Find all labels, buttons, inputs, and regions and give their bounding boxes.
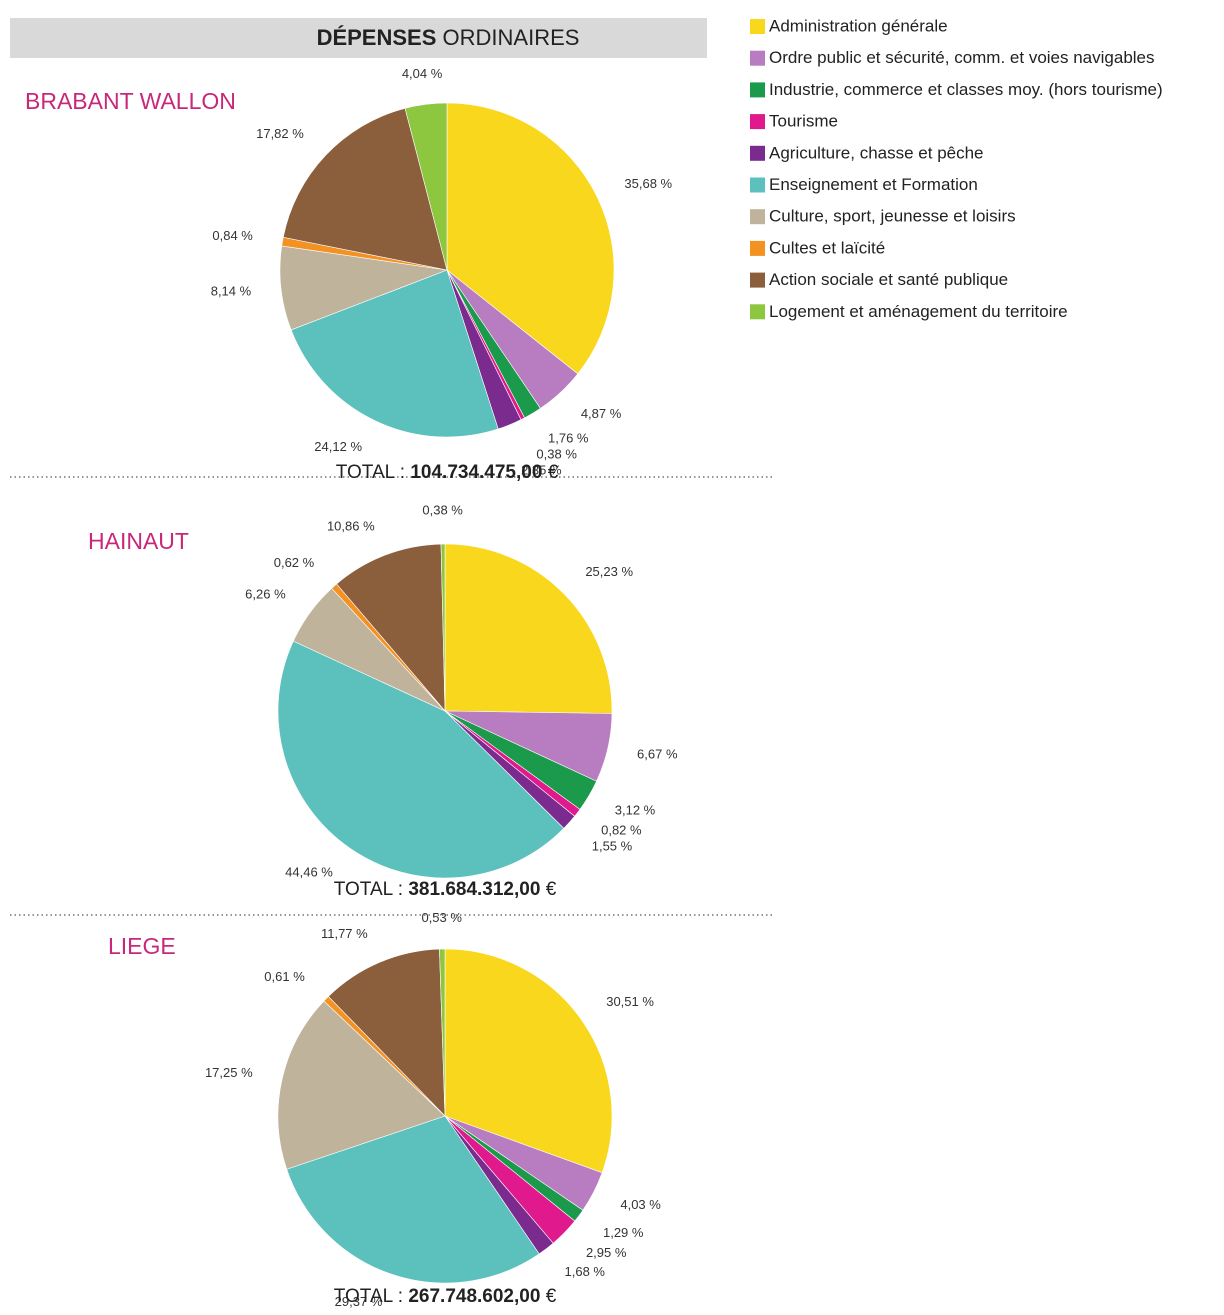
pie-slice [439,948,446,1117]
value-label: 0,53 % [421,910,462,925]
total-label: TOTAL : [334,1286,403,1307]
total-label: TOTAL : [334,879,403,900]
value-label: 0,38 % [536,447,577,462]
header-bar [10,18,707,58]
legend-label: Logement et aménagement du territoire [769,302,1068,321]
value-label: 0,82 % [601,823,642,838]
pie-slice [440,543,446,712]
value-label: 2,95 % [586,1245,627,1260]
value-label: 8,14 % [211,283,252,298]
region-title: HAINAUT [88,528,189,554]
value-label: 1,68 % [565,1264,606,1279]
value-label: 0,61 % [264,969,305,984]
value-label: 44,46 % [285,864,333,879]
value-label: 30,51 % [606,994,654,1009]
value-label: 2,35 % [521,463,562,478]
legend-label: Tourisme [769,112,838,131]
value-label: 4,87 % [581,406,622,421]
legend-swatch [750,209,765,225]
value-label: 6,67 % [637,746,678,761]
region-title: BRABANT WALLON [25,88,236,114]
value-label: 0,62 % [274,555,315,570]
legend-label: Enseignement et Formation [769,175,978,194]
value-label: 6,26 % [245,587,286,602]
value-label: 1,76 % [548,431,589,446]
legend-swatch [750,19,765,34]
value-label: 25,23 % [585,564,633,579]
value-label: 29,37 % [335,1294,383,1309]
legend-label: Ordre public et sécurité, comm. et voies… [769,48,1155,67]
value-label: 1,55 % [592,839,633,854]
total: TOTAL : 381.684.312,00 € [334,879,557,900]
value-label: 10,86 % [327,518,375,533]
value-label: 0,38 % [422,502,463,517]
total-label: TOTAL : [336,462,405,483]
legend-label: Action sociale et santé publique [769,270,1008,289]
pie-slice [286,1115,540,1284]
pie-slice [282,107,448,271]
legend-swatch [750,50,765,66]
value-label: 3,12 % [615,802,656,817]
legend-swatch [750,82,765,98]
value-label: 17,82 % [256,126,304,141]
value-label: 1,29 % [603,1225,644,1240]
pie-slice [404,102,448,271]
title-rest: ORDINAIRES [443,25,580,50]
total-currency: € [546,1286,557,1307]
legend-swatch [750,304,765,320]
value-label: 24,12 % [314,439,362,454]
region-title: LIEGE [108,933,176,959]
value-label: 0,84 % [212,228,253,243]
total-amount: 267.748.602,00 [408,1286,540,1307]
value-label: 17,25 % [205,1065,253,1080]
pie-slice [277,640,565,879]
total-currency: € [548,462,559,483]
legend-swatch [750,272,765,288]
legend-swatch [750,240,765,256]
legend-swatch [750,114,765,130]
header-title: DÉPENSES ORDINAIRES [317,25,580,50]
legend-swatch [750,145,765,161]
legend-label: Administration générale [769,16,948,35]
pie-slice [444,543,613,714]
pie-slice [444,948,613,1174]
pie-slice [336,543,446,712]
pie-slice [327,948,446,1117]
legend-label: Culture, sport, jeunesse et loisirs [769,207,1016,226]
legend-label: Industrie, commerce et classes moy. (hor… [769,80,1163,99]
total: TOTAL : 104.734.475,00 € [336,462,559,483]
pie-slice [290,269,499,438]
total: TOTAL : 267.748.602,00 € [334,1286,557,1307]
total-currency: € [546,879,557,900]
total-amount: 381.684.312,00 [408,879,540,900]
value-label: 35,68 % [624,176,672,191]
value-label: 4,03 % [620,1197,661,1212]
total-amount: 104.734.475,00 [410,462,542,483]
legend-swatch [750,177,765,193]
pie-slice [277,1000,446,1170]
title-bold: DÉPENSES [317,25,437,50]
value-label: 4,04 % [402,66,443,81]
legend-label: Agriculture, chasse et pêche [769,143,984,162]
pie-slice [446,102,615,375]
legend-label: Cultes et laïcité [769,238,885,257]
value-label: 11,77 % [321,926,368,941]
